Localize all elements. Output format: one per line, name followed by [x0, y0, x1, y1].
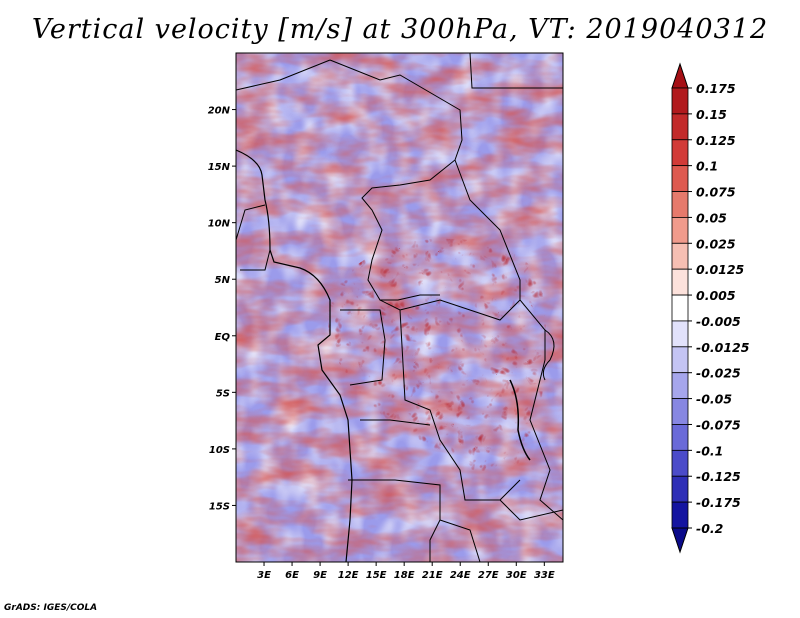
lon-axis: 3E 6E 9E 12E 15E 18E 21E 24E 27E 30E 33E	[257, 562, 555, 581]
lat-tick-label: 15S	[209, 501, 230, 512]
lon-tick-label: 9E	[313, 570, 327, 581]
colorbar-box	[671, 346, 689, 374]
colorbar-top-arrow	[671, 62, 689, 89]
colorbar-box	[671, 242, 689, 270]
colorbar-label: -0.125	[696, 469, 741, 484]
lat-tick-label: EQ	[215, 332, 231, 343]
colorbar-label: -0.0125	[696, 340, 750, 355]
colorbar-label: 0.0125	[696, 262, 745, 277]
lat-tick-label: 20N	[208, 106, 231, 117]
colorbar-label: -0.075	[696, 417, 741, 432]
colorbar-label: -0.05	[696, 392, 732, 407]
colorbar-label: 0.15	[696, 107, 727, 122]
lon-tick-label: 12E	[338, 570, 359, 581]
lon-tick-label: 24E	[450, 570, 471, 581]
lat-tick-label: 15N	[208, 162, 231, 173]
lon-tick-label: 27E	[478, 570, 499, 581]
colorbar-box	[671, 113, 689, 141]
colorbar-box	[671, 320, 689, 348]
lon-tick-label: 33E	[534, 570, 555, 581]
colorbar-label: -0.175	[696, 495, 741, 510]
colorbar-box	[671, 475, 689, 503]
lon-tick-label: 6E	[285, 570, 299, 581]
colorbar-box	[671, 398, 689, 425]
colorbar-label: -0.2	[696, 521, 723, 536]
lon-tick-label: 3E	[257, 570, 271, 581]
colorbar-bottom-arrow	[671, 527, 689, 554]
lat-axis: 20N 15N 10N 5N EQ 5S 10S 15S	[208, 106, 236, 512]
colorbar-box	[671, 165, 689, 192]
colorbar-box	[671, 424, 689, 451]
lon-tick-label: 21E	[422, 570, 443, 581]
country-borders	[236, 53, 563, 562]
colorbar-label: 0.05	[696, 210, 727, 225]
colorbar-label: -0.025	[696, 366, 741, 381]
colorbar-box	[671, 217, 689, 244]
colorbar-box	[671, 501, 689, 529]
colorbar-box	[671, 268, 689, 296]
lon-tick-label: 15E	[366, 570, 387, 581]
colorbar-box	[671, 87, 689, 115]
colorbar-label: -0.1	[696, 443, 723, 458]
colorbar-label: 0.1	[696, 159, 718, 174]
lon-tick-label: 30E	[506, 570, 527, 581]
map-title: Vertical velocity [m/s] at 300hPa, VT: 2…	[31, 14, 769, 45]
map-frame	[235, 52, 564, 563]
colorbar-box	[671, 294, 689, 322]
colorbar-label: 0.025	[696, 236, 736, 251]
colorbar-label: 0.175	[696, 81, 736, 96]
colorbar-box	[671, 449, 689, 477]
lat-tick-label: 5N	[215, 275, 231, 286]
velocity-field	[236, 53, 563, 562]
colorbar-label: 0.125	[696, 133, 736, 148]
colorbar-box	[671, 191, 689, 218]
grads-credit: GrADS: IGES/COLA	[4, 603, 98, 613]
lat-tick-label: 5S	[216, 388, 230, 399]
colorbar-label: 0.005	[696, 288, 736, 303]
lat-tick-label: 10N	[208, 219, 231, 230]
colorbar: 0.175 0.15 0.125 0.1 0.075 0.05 0.025 0.0125 0.0…	[671, 62, 750, 554]
lon-tick-label: 18E	[394, 570, 415, 581]
colorbar-box	[671, 372, 689, 399]
colorbar-label: 0.075	[696, 185, 736, 200]
colorbar-label: -0.005	[696, 314, 741, 329]
lat-tick-label: 10S	[209, 445, 230, 456]
colorbar-box	[671, 139, 689, 167]
